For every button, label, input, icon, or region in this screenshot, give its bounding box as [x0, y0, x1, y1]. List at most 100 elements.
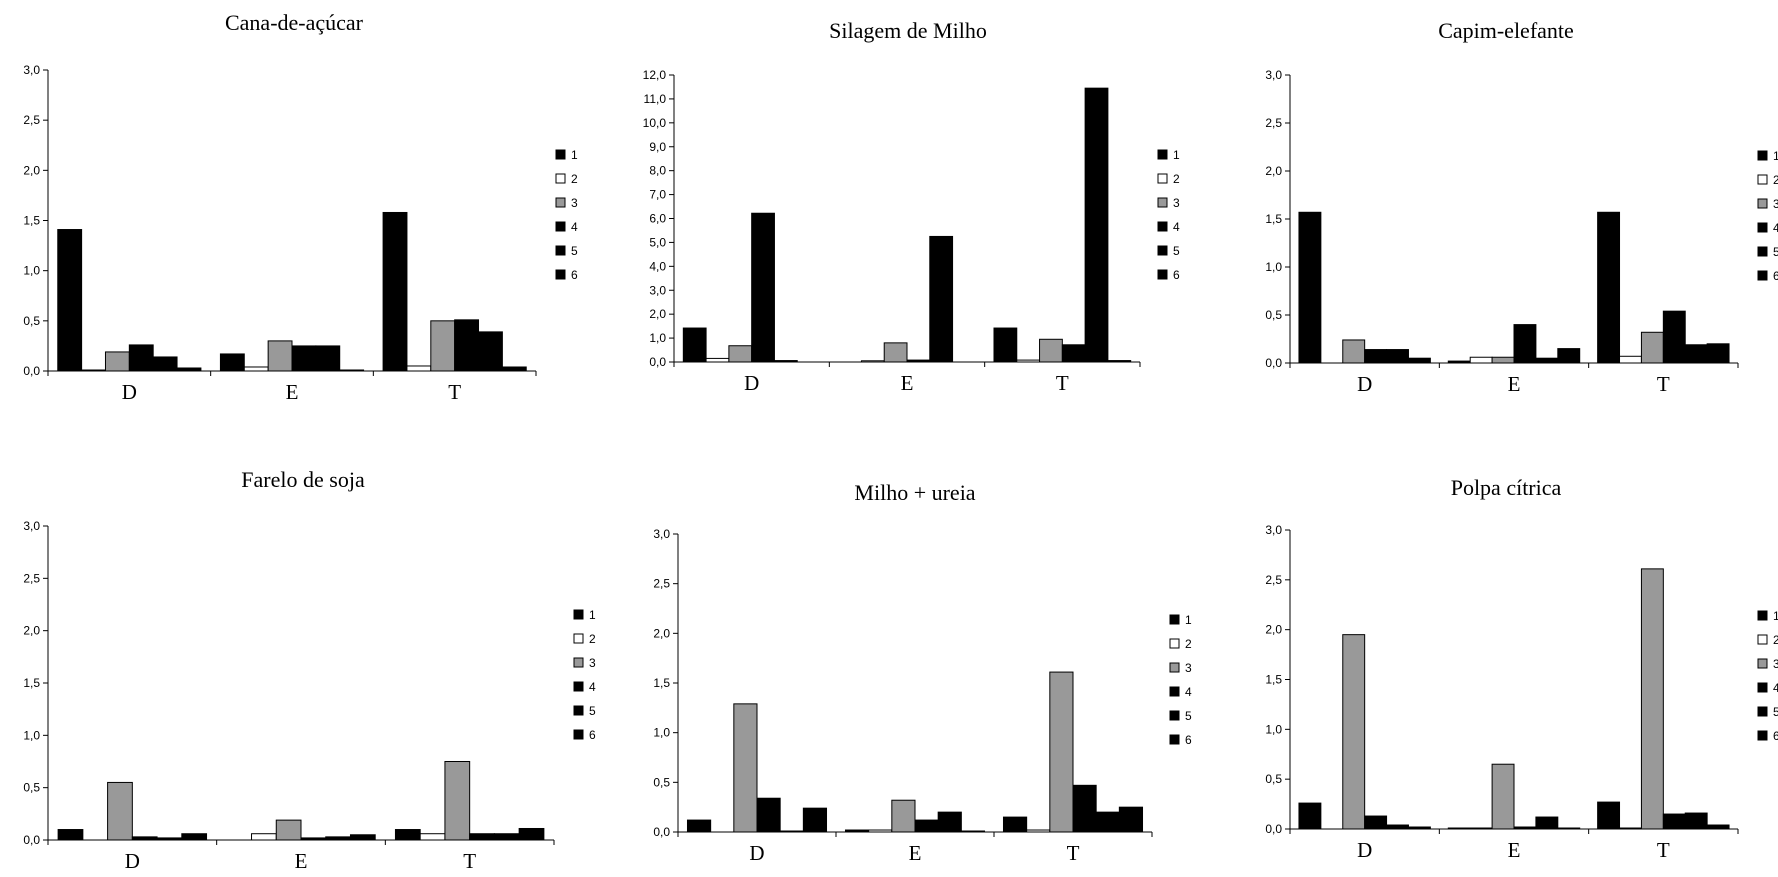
bar-T-series-1: [993, 327, 1018, 363]
legend-label: 3: [589, 656, 596, 670]
y-tick-label: 3,0: [653, 527, 670, 541]
x-tick-label: D: [122, 380, 137, 404]
bar-E-series-6: [339, 369, 365, 372]
bar-T-series-1: [1597, 801, 1621, 830]
legend-swatch-4: [555, 221, 566, 232]
legend-label: 2: [1173, 172, 1180, 186]
x-tick-label: T: [448, 380, 461, 404]
legend-label: 6: [571, 268, 578, 282]
bar-E-series-5: [315, 345, 341, 372]
legend-label: 5: [571, 244, 578, 258]
x-tick-label: E: [901, 371, 914, 395]
bar-D-series-5: [1386, 824, 1409, 830]
y-tick-label: 2,0: [1265, 164, 1282, 178]
bar-T-series-2: [1619, 355, 1642, 364]
bar-T-series-5: [1084, 87, 1109, 363]
legend-label: 5: [1185, 709, 1192, 723]
legend-swatch-2: [573, 633, 584, 644]
bar-D-series-6: [1407, 826, 1431, 830]
bar-T-series-3: [430, 320, 456, 372]
legend-swatch-6: [1757, 730, 1768, 741]
bar-T-series-2: [406, 365, 432, 372]
bar-T-series-5: [1684, 344, 1708, 364]
legend-swatch-3: [1757, 658, 1768, 669]
bar-D-series-4: [128, 344, 154, 372]
y-tick-label: 0,0: [1265, 822, 1282, 836]
y-tick-label: 6,0: [649, 212, 666, 226]
bar-E-series-4: [291, 345, 317, 372]
bar-E-series-1: [1447, 827, 1471, 830]
legend-label: 5: [1173, 244, 1180, 258]
legend-label: 4: [1773, 221, 1778, 235]
legend-swatch-5: [1757, 246, 1768, 257]
bar-T-series-2: [1619, 827, 1642, 830]
legend-label: 5: [1773, 245, 1778, 259]
bar-E-series-3: [275, 819, 302, 841]
bar-E-series-5: [929, 235, 954, 363]
legend-swatch-5: [573, 705, 584, 716]
bar-T-series-5: [493, 833, 520, 841]
y-tick-label: 1,0: [23, 728, 40, 742]
legend-label: 5: [589, 704, 596, 718]
bar-E-series-1: [1447, 360, 1471, 364]
bar-E-series-1: [844, 829, 870, 833]
x-tick-label: D: [744, 371, 759, 395]
bar-E-series-6: [349, 834, 376, 841]
x-tick-label: T: [1056, 371, 1069, 395]
legend-swatch-6: [1169, 734, 1180, 745]
bar-D-series-1: [686, 819, 712, 833]
bar-T-series-4: [1662, 813, 1686, 830]
legend-swatch-2: [555, 173, 566, 184]
x-tick-label: T: [1067, 841, 1080, 865]
legend-swatch-3: [1157, 197, 1168, 208]
legend-label: 6: [1173, 268, 1180, 282]
bar-D-series-5: [773, 360, 798, 363]
legend-swatch-4: [1757, 222, 1768, 233]
bar-T-series-1: [382, 211, 408, 372]
bar-E-series-3: [891, 799, 916, 833]
x-tick-label: D: [749, 841, 764, 865]
y-tick-label: 11,0: [644, 92, 667, 106]
y-tick-label: 3,0: [649, 283, 666, 297]
bar-D-series-3: [728, 345, 753, 363]
bar-E-series-5: [1535, 357, 1559, 364]
bar-E-series-4: [906, 359, 931, 363]
bar-T-series-6: [1706, 824, 1730, 830]
bar-D-series-1: [1298, 802, 1322, 830]
legend-swatch-6: [1157, 269, 1168, 280]
legend-label: 2: [589, 632, 596, 646]
y-tick-label: 1,5: [1265, 673, 1282, 687]
y-tick-label: 1,5: [23, 676, 40, 690]
legend-swatch-2: [1169, 638, 1180, 649]
y-tick-label: 1,5: [653, 676, 670, 690]
legend-label: 4: [589, 680, 596, 694]
bar-D-series-6: [181, 833, 208, 841]
legend-label: 6: [1773, 729, 1778, 743]
legend-label: 2: [571, 172, 578, 186]
bar-D-series-2: [81, 369, 106, 372]
x-tick-label: E: [295, 849, 308, 873]
chart-title: Silagem de Milho: [829, 18, 987, 43]
bar-D-series-4: [131, 836, 158, 841]
y-tick-label: 1,0: [23, 264, 40, 278]
y-tick-label: 1,5: [1265, 212, 1282, 226]
chart-panel-2: Silagem de Milho 0,0 1,0 2,0 3,0 4,0 5,0 6,0 7,0…: [643, 18, 1180, 395]
bar-E-series-2: [1469, 356, 1493, 364]
chart-panel-5: Milho + ureia 0,0 0,5 1,0 1,5 2,0 2,5 3,0 D E T 1 2 3…: [653, 480, 1192, 865]
bar-E-series-2: [1469, 827, 1493, 830]
bar-E-series-6: [960, 830, 986, 833]
bar-T-series-2: [1026, 829, 1051, 833]
legend-swatch-4: [1757, 682, 1768, 693]
bar-T-series-4: [1072, 784, 1097, 833]
bar-T-series-1: [1597, 211, 1621, 364]
legend-swatch-1: [573, 609, 584, 620]
chart-title: Milho + ureia: [854, 480, 975, 505]
legend-label: 6: [1773, 269, 1778, 283]
bar-T-series-4: [1662, 310, 1686, 364]
bar-D-series-6: [176, 367, 202, 372]
bar-D-series-2: [705, 357, 730, 363]
y-tick-label: 2,0: [23, 624, 40, 638]
legend-swatch-1: [1169, 614, 1180, 625]
legend-swatch-5: [555, 245, 566, 256]
y-tick-label: 2,5: [1265, 573, 1282, 587]
